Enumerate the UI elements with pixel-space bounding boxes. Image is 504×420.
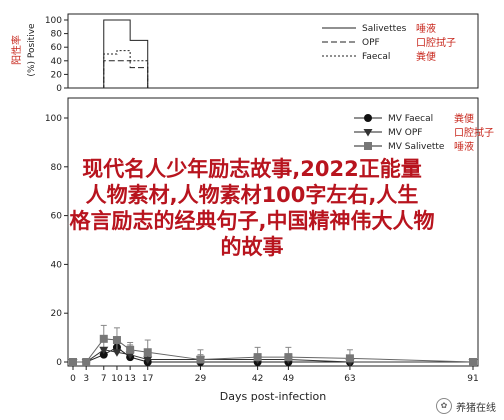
legend-label-chinese: 口腔拭子 [416,36,456,49]
x-tick-label: 0 [70,374,76,384]
y-tick-label: 0 [56,358,62,368]
y-tick-label: 20 [51,70,63,80]
legend-label: MV Faecal [388,114,433,124]
overlay-line: 的故事 [220,235,284,259]
x-tick-label: 7 [101,374,107,384]
series-line-faecal [73,50,473,89]
marker-point-mv-opf [99,346,109,355]
overlay-title: 现代名人少年励志故事,2022正能量 人物素材,人物素材100字左右,人生 格言… [0,156,504,260]
marker-point-mv-opf [143,356,153,365]
bottom-x-ticks: 0 3 7 10 13 17 29 42 49 63 91 [70,366,479,384]
y-tick-label: 80 [51,30,63,40]
overlay-line: 格言励志的经典句子,中国精神伟大人物 [69,209,435,233]
legend-label-chinese: 唾液 [416,22,436,35]
bottom-y-ticks: 0 20 40 60 80 100 [45,114,68,368]
x-tick-label: 63 [344,374,355,384]
legend-label: OPF [362,38,380,48]
y-tick-label: 20 [51,309,63,319]
marker-point-mv-salivette [99,334,108,343]
x-axis-label: Days post-infection [220,390,326,403]
watermark-icon: ✿ [436,398,452,414]
x-tick-label: 42 [252,374,263,384]
series-line-opf [73,60,473,89]
marker-point-mv-salivette [82,358,91,366]
watermark-text: 养猪在线 [456,402,496,414]
y-tick-label: 100 [45,16,62,26]
marker-point-mv-opf [112,349,122,357]
top-legend: Salivettes 唾液 OPF 口腔拭子 Faecal 粪便 [322,22,456,63]
bottom-plot-frame [67,97,479,367]
top-y-ticks: 0 20 40 60 80 100 [45,16,68,94]
marker-point-mv-salivette [345,354,354,363]
x-tick-label: 29 [195,374,207,384]
top-y-label: (%) Positive [27,23,37,77]
y-tick-label: 100 [45,114,62,124]
legend-label-chinese: 口腔拭子 [454,126,494,139]
y-tick-label: 40 [51,57,63,67]
y-tick-label: 80 [51,163,63,173]
marker-point-mv-salivette [196,355,205,364]
marker-point-mv-salivette [69,358,77,366]
bottom-legend: MV Faecal 粪便 MV OPF 口腔拭子 MV Salivette 唾液 [354,112,494,153]
marker-point-mv-salivette [126,345,135,354]
legend-label-chinese: 粪便 [416,50,436,63]
overlay-line: 人物素材,人物素材100字左右,人生 [85,183,419,207]
bottom-series [68,324,478,367]
marker-point-legend [363,129,373,137]
marker-point-mv-faecal [99,350,108,359]
legend-label: MV Salivette [388,142,445,152]
x-tick-label: 49 [283,374,295,384]
legend-label-chinese: 唾液 [454,140,474,153]
y-tick-label: 60 [51,43,63,53]
x-tick-label: 13 [124,374,135,384]
top-y-label-chinese: 阳性率 [10,35,23,65]
marker-point-legend [364,142,372,150]
top-panel: 0 20 40 60 80 100 阳性率 (%) Positive Salivettes… [10,13,479,94]
y-tick-label: 0 [56,84,62,94]
marker-point-mv-salivette [112,336,121,345]
top-series [73,19,473,89]
legend-label: MV OPF [388,128,422,138]
x-tick-label: 91 [467,374,478,384]
series-line-salivettes [73,19,473,89]
x-tick-label: 3 [83,374,89,384]
x-tick-label: 10 [111,374,123,384]
marker-point-mv-salivette [469,358,477,366]
x-tick-label: 17 [142,374,153,384]
y-tick-label: 40 [51,260,63,270]
marker-point-mv-salivette [143,348,152,357]
marker-point-mv-salivette [284,353,293,362]
legend-label-chinese: 粪便 [454,112,474,125]
marker-point-legend [364,114,372,122]
legend-label: Faecal [362,52,390,62]
overlay-line: 现代名人少年励志故事,2022正能量 [82,157,422,181]
series-mv-salivette [69,324,477,366]
marker-point-mv-salivette [253,353,262,362]
watermark: ✿ 养猪在线 [436,398,496,414]
legend-label: Salivettes [362,24,407,34]
y-tick-label: 60 [51,212,63,222]
